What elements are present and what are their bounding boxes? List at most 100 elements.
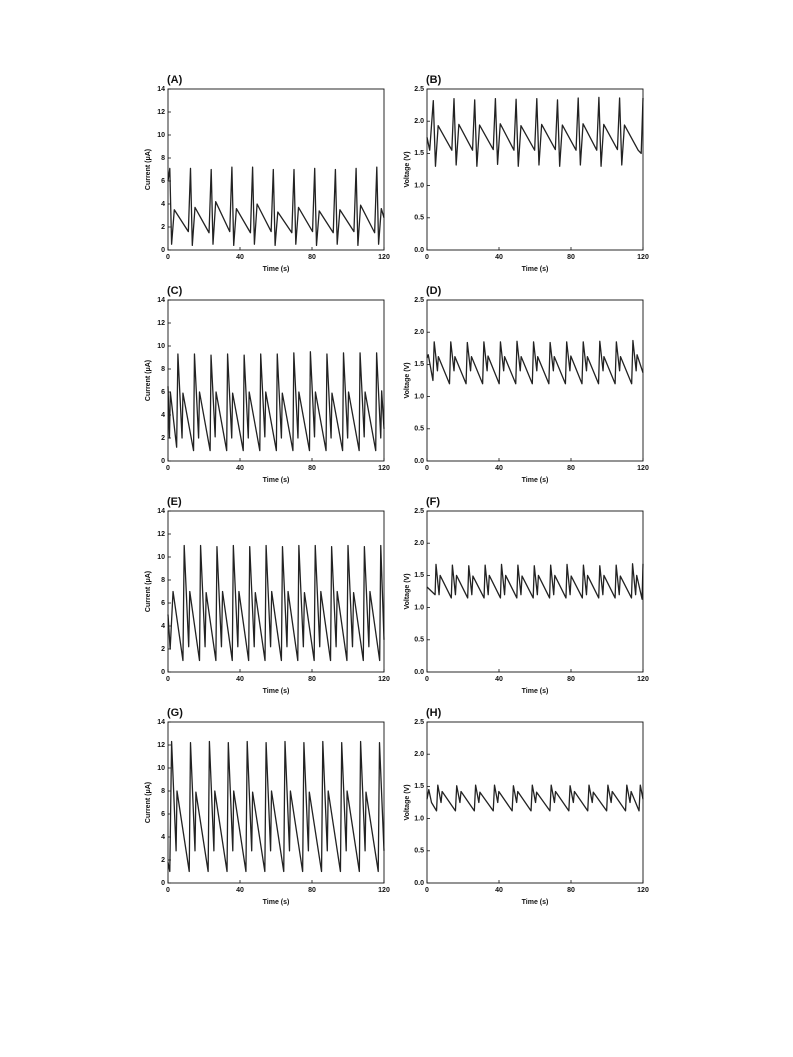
y-tick-label: 4 xyxy=(161,201,165,208)
x-tick-label: 40 xyxy=(495,254,503,261)
panel-label: (C) xyxy=(167,285,183,297)
x-tick-label: 0 xyxy=(425,887,429,894)
y-tick-label: 8 xyxy=(161,155,165,162)
x-axis-label: Time (s) xyxy=(263,477,290,484)
x-tick-label: 40 xyxy=(236,254,244,261)
data-line xyxy=(167,544,385,662)
y-tick-label: 6 xyxy=(161,178,165,185)
y-tick-label: 8 xyxy=(161,577,165,584)
y-tick-label: 0.0 xyxy=(414,880,424,887)
y-axis-label: Current (μA) xyxy=(145,571,152,612)
y-tick-label: 12 xyxy=(157,742,165,749)
panel: (H) 0.0 0.5 1.0 1.5 2.0 2.5 0 40 80 120 Time (s) Vol… xyxy=(404,707,649,906)
x-tick-label: 80 xyxy=(567,465,575,472)
y-tick-label: 1.5 xyxy=(414,361,424,368)
x-axis-label: Time (s) xyxy=(522,899,549,906)
y-tick-label: 10 xyxy=(157,765,165,772)
y-tick-label: 1.0 xyxy=(414,604,424,611)
x-tick-label: 80 xyxy=(567,254,575,261)
y-tick-label: 12 xyxy=(157,320,165,327)
y-tick-label: 6 xyxy=(161,811,165,818)
y-tick-label: 2.5 xyxy=(414,508,424,515)
y-tick-label: 8 xyxy=(161,788,165,795)
panel-label: (B) xyxy=(426,74,442,86)
y-tick-label: 1.5 xyxy=(414,150,424,157)
y-axis-label: Voltage (V) xyxy=(404,362,411,398)
y-tick-label: 14 xyxy=(157,297,165,304)
data-line xyxy=(426,784,644,812)
y-tick-label: 1.5 xyxy=(414,783,424,790)
y-tick-label: 14 xyxy=(157,719,165,726)
x-tick-label: 80 xyxy=(308,887,316,894)
y-tick-label: 8 xyxy=(161,366,165,373)
panel: (C) 0 2 4 6 8 10 12 14 0 40 80 120 Time (s) Current (μ… xyxy=(145,285,390,484)
y-tick-label: 10 xyxy=(157,343,165,350)
y-tick-label: 0 xyxy=(161,458,165,465)
x-tick-label: 80 xyxy=(308,676,316,683)
data-line xyxy=(167,740,385,873)
x-axis-label: Time (s) xyxy=(522,688,549,695)
plot-frame xyxy=(426,510,644,673)
x-tick-label: 120 xyxy=(378,676,390,683)
y-tick-label: 0.0 xyxy=(414,458,424,465)
panel-label: (D) xyxy=(426,285,442,297)
y-tick-label: 10 xyxy=(157,554,165,561)
y-tick-label: 14 xyxy=(157,508,165,515)
plot-frame xyxy=(167,299,385,462)
y-tick-label: 1.0 xyxy=(414,393,424,400)
x-tick-label: 120 xyxy=(378,254,390,261)
y-tick-label: 2.0 xyxy=(414,540,424,547)
y-axis-label: Voltage (V) xyxy=(404,573,411,609)
plot-frame xyxy=(167,721,385,884)
y-tick-label: 2.0 xyxy=(414,751,424,758)
y-tick-label: 2.0 xyxy=(414,329,424,336)
panel: (D) 0.0 0.5 1.0 1.5 2.0 2.5 0 40 80 120 Time (s) Vol… xyxy=(404,285,649,484)
x-tick-label: 80 xyxy=(308,465,316,472)
plot-frame xyxy=(426,88,644,251)
y-tick-label: 2.5 xyxy=(414,719,424,726)
x-tick-label: 80 xyxy=(567,887,575,894)
panel-label: (E) xyxy=(167,496,182,508)
panel: (G) 0 2 4 6 8 10 12 14 0 40 80 120 Time (s) Current (μ… xyxy=(145,707,390,906)
plot-frame xyxy=(167,88,385,251)
y-axis-label: Current (μA) xyxy=(145,149,152,190)
x-tick-label: 0 xyxy=(166,676,170,683)
x-tick-label: 40 xyxy=(236,465,244,472)
y-axis-label: Current (μA) xyxy=(145,782,152,823)
x-tick-label: 40 xyxy=(236,887,244,894)
x-tick-label: 40 xyxy=(495,887,503,894)
x-tick-label: 120 xyxy=(637,254,649,261)
panel: (F) 0.0 0.5 1.0 1.5 2.0 2.5 0 40 80 120 Time (s) Vol… xyxy=(404,496,649,695)
panel: (B) 0.0 0.5 1.0 1.5 2.0 2.5 0 40 80 120 Time (s) Vol… xyxy=(404,74,649,273)
y-tick-label: 0.5 xyxy=(414,215,424,222)
x-tick-label: 0 xyxy=(425,465,429,472)
y-tick-label: 2.5 xyxy=(414,297,424,304)
y-axis-label: Current (μA) xyxy=(145,360,152,401)
y-axis-label: Voltage (V) xyxy=(404,784,411,820)
x-axis-label: Time (s) xyxy=(263,899,290,906)
x-axis-label: Time (s) xyxy=(522,266,549,273)
panel: (E) 0 2 4 6 8 10 12 14 0 40 80 120 Time (s) Current (μ… xyxy=(145,496,390,695)
data-line xyxy=(167,351,385,452)
x-tick-label: 0 xyxy=(425,676,429,683)
y-tick-label: 1.0 xyxy=(414,815,424,822)
y-tick-label: 4 xyxy=(161,412,165,419)
y-tick-label: 0.5 xyxy=(414,848,424,855)
y-tick-label: 6 xyxy=(161,600,165,607)
x-tick-label: 0 xyxy=(166,887,170,894)
y-tick-label: 1.5 xyxy=(414,572,424,579)
x-tick-label: 0 xyxy=(166,254,170,261)
y-tick-label: 4 xyxy=(161,834,165,841)
data-line xyxy=(426,96,644,167)
panel-label: (F) xyxy=(426,496,440,508)
panel: (A) 0 2 4 6 8 10 12 14 0 40 80 120 Time (s) Current (μ… xyxy=(145,74,390,273)
plot-frame xyxy=(426,299,644,462)
x-tick-label: 40 xyxy=(495,676,503,683)
y-tick-label: 12 xyxy=(157,531,165,538)
panel-label: (G) xyxy=(167,707,183,719)
y-tick-label: 2 xyxy=(161,435,165,442)
y-tick-label: 0.0 xyxy=(414,669,424,676)
y-tick-label: 0.5 xyxy=(414,637,424,644)
x-tick-label: 120 xyxy=(637,676,649,683)
